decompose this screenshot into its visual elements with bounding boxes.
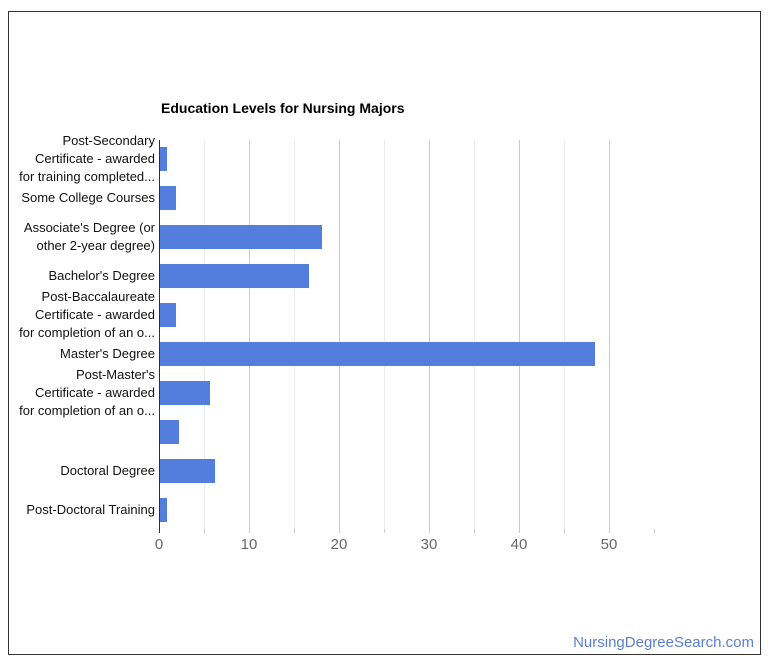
x-tick-label: 40 — [510, 536, 528, 553]
x-tick-mark — [294, 529, 295, 533]
x-tick-mark — [204, 529, 205, 533]
x-tick-mark — [564, 529, 565, 533]
category-label: Post-Master's Certificate - awarded for co… — [15, 366, 155, 420]
x-tick-label: 30 — [420, 536, 438, 553]
chart-title: Education Levels for Nursing Majors — [161, 100, 405, 116]
category-label-line: Some College Courses — [21, 190, 155, 206]
x-tick-label: 0 — [154, 536, 164, 553]
category-label: Some College Courses — [15, 189, 155, 207]
bar[interactable] — [160, 264, 309, 289]
category-label: Post-Baccalaureate Certificate - awarded f… — [15, 288, 155, 342]
category-label-line: for training completed... — [19, 169, 155, 185]
gridline-major — [339, 140, 340, 529]
category-label-line: for completion of an o... — [19, 402, 155, 418]
category-label: Bachelor's Degree — [15, 267, 155, 285]
gridline-minor — [564, 140, 565, 529]
category-label-line: Certificate - awarded — [35, 384, 155, 400]
bar[interactable] — [160, 303, 176, 328]
category-label-line: Certificate - awarded — [35, 307, 155, 323]
chart-frame: Education Levels for Nursing Majors Nurs… — [8, 11, 761, 655]
gridline-major — [609, 140, 610, 529]
bar[interactable] — [160, 380, 210, 405]
category-label-line: Post-Master's — [75, 366, 155, 382]
x-tick-mark — [609, 529, 610, 533]
category-label-line: Post-Baccalaureate — [41, 289, 155, 305]
gridline-major — [249, 140, 250, 529]
category-label-line: Certificate - awarded — [35, 151, 155, 167]
x-tick-label: 20 — [330, 536, 348, 553]
x-tick-mark — [159, 529, 160, 533]
category-label-line: Associate's Degree (or — [23, 220, 155, 236]
category-label: Associate's Degree (or other 2-year degre… — [15, 219, 155, 255]
gridline-major — [519, 140, 520, 529]
x-tick-label: 10 — [240, 536, 258, 553]
x-tick-mark — [654, 529, 655, 533]
category-label-line: Post-Secondary — [62, 133, 156, 149]
x-tick-mark — [384, 529, 385, 533]
bar[interactable] — [160, 341, 595, 366]
bar[interactable] — [160, 458, 215, 483]
x-tick-mark — [339, 529, 340, 533]
gridline-minor — [294, 140, 295, 529]
bar[interactable] — [160, 225, 322, 250]
watermark-link[interactable]: NursingDegreeSearch.com — [573, 634, 754, 651]
category-label-line: Doctoral Degree — [60, 462, 155, 478]
gridline-major — [429, 140, 430, 529]
category-label-line: Post-Doctoral Training — [26, 501, 155, 517]
bar[interactable] — [160, 497, 167, 522]
x-tick-mark — [249, 529, 250, 533]
category-label-line: other 2-year degree) — [36, 238, 155, 254]
y-axis-line — [159, 140, 160, 529]
category-label: Post-Secondary Certificate - awarded for t… — [15, 132, 155, 186]
x-tick-mark — [519, 529, 520, 533]
bar[interactable] — [160, 147, 167, 172]
bar[interactable] — [160, 419, 179, 444]
category-label: Post-Doctoral Training — [15, 501, 155, 519]
x-tick-label: 50 — [600, 536, 618, 553]
gridline-minor — [384, 140, 385, 529]
category-label: Doctoral Degree — [15, 462, 155, 480]
x-tick-mark — [474, 529, 475, 533]
category-label: Master's Degree — [15, 345, 155, 363]
gridline-minor — [204, 140, 205, 529]
x-tick-mark — [429, 529, 430, 533]
category-label-line: Master's Degree — [60, 345, 155, 361]
category-label-line: Bachelor's Degree — [48, 268, 155, 284]
gridline-minor — [474, 140, 475, 529]
category-label-line: for completion of an o... — [19, 325, 155, 341]
bar[interactable] — [160, 186, 176, 211]
